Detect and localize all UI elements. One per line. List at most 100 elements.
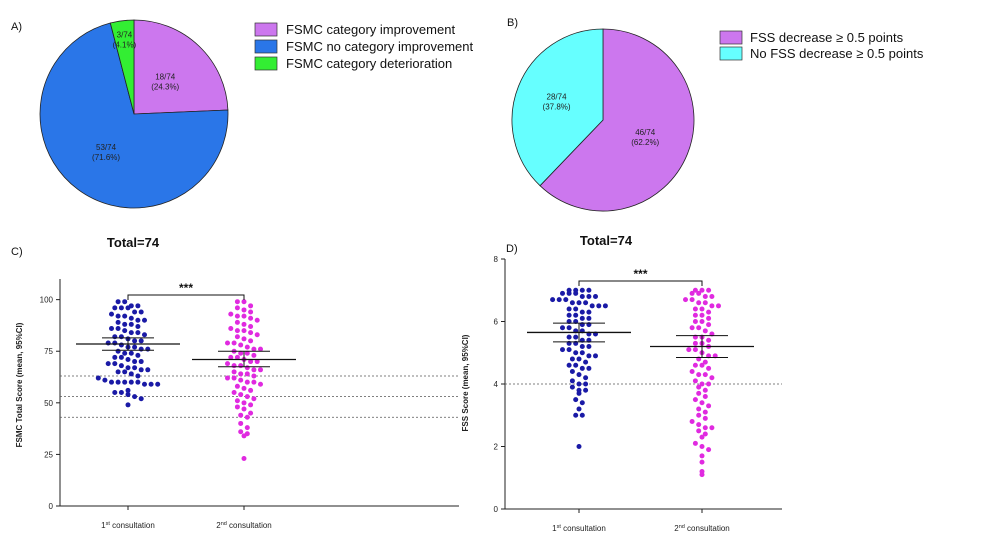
panel-c-data-point bbox=[244, 365, 250, 371]
panel-d-data-point bbox=[689, 297, 695, 303]
panel-b: B) 46/74(62.2%) 28/74(37.8%) FSS decrease… bbox=[507, 17, 924, 248]
panel-d-data-point bbox=[696, 406, 702, 412]
panel-d-data-point bbox=[579, 365, 585, 371]
panel-c-data-point bbox=[125, 356, 131, 362]
panel-d-data-point bbox=[696, 428, 702, 434]
panel-c-data-point bbox=[238, 363, 244, 369]
panel-d-data-point bbox=[593, 294, 598, 299]
pie-b-slice-fss-decrease-0-5-points bbox=[539, 28, 695, 212]
pie-b-slice-label-no-fss-decrease-0-5-points: 28/74 bbox=[547, 92, 568, 101]
panel-d-data-point bbox=[702, 431, 708, 437]
panel-c-data-point bbox=[95, 375, 101, 381]
panel-c-data-point bbox=[118, 334, 124, 340]
panel-d-data-point bbox=[569, 300, 575, 306]
panel-d-data-point bbox=[586, 287, 592, 293]
panel-c-data-point bbox=[138, 396, 144, 402]
panel-c-data-point bbox=[128, 371, 134, 377]
panel-c-x-tick-label: 1st consultation bbox=[101, 521, 155, 530]
panel-d-data-point bbox=[699, 444, 705, 449]
panel-c-data-point bbox=[115, 369, 121, 375]
panel-d-data-point bbox=[702, 328, 708, 334]
panel-c-data-point bbox=[112, 390, 118, 395]
panel-c-data-point bbox=[142, 381, 147, 387]
panel-d-data-point bbox=[602, 303, 608, 309]
panel-c-data-point bbox=[118, 342, 124, 348]
panel-c-data-point bbox=[238, 429, 244, 435]
panel-d-data-point bbox=[706, 381, 712, 387]
panel-c-data-point bbox=[122, 379, 128, 385]
panel-c-data-point bbox=[238, 342, 244, 348]
panel-d-data-point bbox=[586, 353, 592, 359]
panel-d-data-point bbox=[689, 369, 695, 374]
panel-c-data-point bbox=[234, 383, 240, 389]
pie-a-slice-label-fsmc-category-improvement: 18/74 bbox=[155, 72, 176, 81]
panel-c-data-point bbox=[248, 309, 254, 315]
panel-c-data-point bbox=[231, 363, 237, 369]
panel-c-data-point bbox=[115, 299, 121, 305]
panel-c-data-point bbox=[254, 332, 260, 338]
panel-c-data-point bbox=[122, 369, 128, 375]
panel-d-data-point bbox=[573, 334, 579, 340]
panel-c-data-point bbox=[241, 321, 247, 327]
panel-d-data-point bbox=[706, 403, 712, 409]
panel-d-data-point bbox=[586, 294, 592, 299]
panel-c-data-point bbox=[244, 379, 250, 385]
panel-d-data-point bbox=[702, 300, 708, 306]
panel-c-data-point bbox=[115, 348, 121, 354]
panel-d-data-point bbox=[576, 406, 582, 412]
panel-b-label: B) bbox=[507, 17, 518, 29]
panel-c-significance-bracket bbox=[127, 294, 245, 300]
panel-c-x-tick-label: 2nd consultation bbox=[216, 521, 272, 530]
panel-c-data-point bbox=[241, 385, 247, 391]
panel-c-data-point bbox=[251, 352, 257, 358]
panel-c-data-point bbox=[112, 340, 118, 346]
panel-d-data-point bbox=[560, 325, 565, 331]
panel-c-data-point bbox=[234, 404, 240, 410]
panel-d-data-point bbox=[702, 415, 708, 421]
panel-c-y-tick-label: 0 bbox=[49, 502, 54, 511]
panel-d-data-point bbox=[593, 353, 598, 359]
panel-d-y-tick-label: 8 bbox=[494, 255, 499, 264]
panel-c-data-point bbox=[132, 344, 138, 350]
panel-d-data-point bbox=[586, 315, 592, 321]
panel-d-data-point bbox=[576, 390, 582, 396]
panel-d-data-point bbox=[566, 290, 572, 296]
panel-d-data-point bbox=[563, 297, 569, 303]
panel-c-data-point bbox=[138, 309, 144, 315]
panel-d: D) FSS Score (mean, 95%CI) 0 2 4 6 8 1st cons… bbox=[461, 243, 782, 533]
panel-d-data-point bbox=[569, 369, 575, 374]
panel-c-data-point bbox=[138, 346, 144, 352]
pie-b-slice-label-fss-decrease-0-5-points: 46/74 bbox=[635, 128, 656, 137]
panel-c-data-point bbox=[238, 377, 244, 383]
panel-c-data-point bbox=[132, 359, 138, 365]
panel-c-data-point bbox=[241, 299, 247, 305]
pie-a-slice-fsmc-category-improvement bbox=[133, 19, 229, 115]
panel-c-data-point bbox=[142, 332, 147, 338]
panel-c-data-point bbox=[102, 377, 108, 383]
panel-d-data-point bbox=[579, 315, 585, 321]
panel-d-data-point bbox=[702, 359, 708, 365]
panel-c-data-point bbox=[244, 371, 250, 377]
panel-c-data-point bbox=[241, 433, 247, 439]
panel-d-data-point bbox=[579, 344, 585, 349]
panel-c-data-point bbox=[228, 311, 234, 317]
panel-d-data-point bbox=[556, 297, 562, 303]
panel-c-data-point bbox=[125, 365, 131, 371]
panel-c-data-point bbox=[251, 396, 257, 402]
panel-c-data-point bbox=[138, 367, 144, 373]
panel-d-data-point bbox=[566, 325, 572, 331]
panel-d-data-point bbox=[692, 440, 698, 446]
panel-d-data-point bbox=[706, 309, 712, 315]
panel-d-data-point bbox=[583, 387, 589, 393]
panel-c-data-point bbox=[122, 299, 128, 305]
panel-c-data-point bbox=[251, 367, 257, 373]
panel-c-y-tick-label: 100 bbox=[40, 296, 54, 305]
panel-d-data-point bbox=[583, 359, 589, 365]
panel-d-data-point bbox=[560, 347, 565, 353]
panel-d-data-point bbox=[586, 309, 592, 315]
panel-d-data-point bbox=[692, 378, 698, 384]
panel-c-data-point bbox=[238, 392, 244, 398]
scatter-chart-d: 0 2 4 6 8 1st consultation 2nd consultation *** bbox=[494, 255, 782, 533]
panel-c-data-point bbox=[241, 307, 247, 313]
panel-d-data-point bbox=[576, 444, 582, 449]
